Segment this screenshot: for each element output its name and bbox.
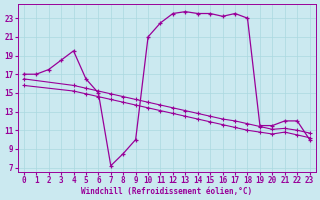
X-axis label: Windchill (Refroidissement éolien,°C): Windchill (Refroidissement éolien,°C) bbox=[81, 187, 252, 196]
